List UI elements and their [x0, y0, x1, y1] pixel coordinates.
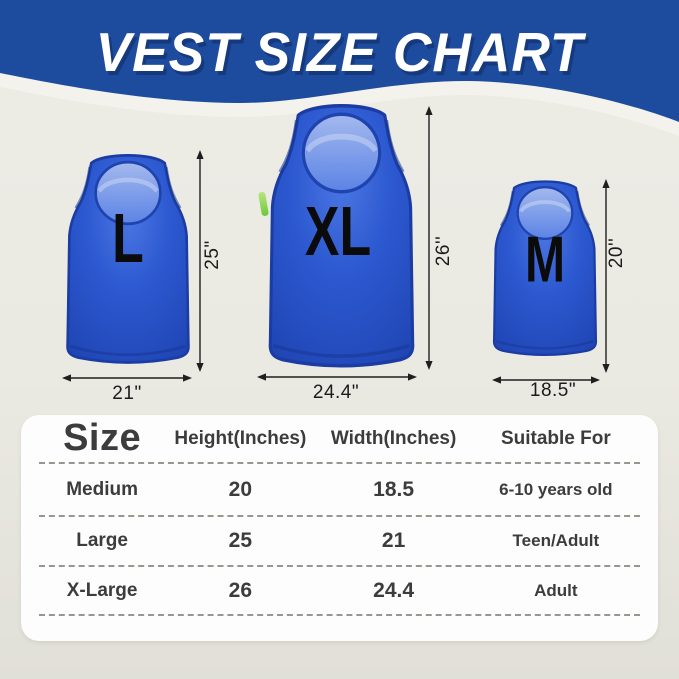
width-label-medium: 18.5"	[529, 380, 577, 401]
cell-size: X-Large	[66, 579, 138, 601]
width-arrow-medium	[492, 376, 600, 384]
cell-suitable-for: Teen/Adult	[512, 531, 600, 550]
height-label-medium: 20''	[606, 237, 627, 269]
column-header-width: Width(Inches)	[330, 427, 457, 449]
cell-suitable-for: 6-10 years old	[499, 479, 613, 499]
width-label-x-large: 24.4"	[312, 382, 360, 403]
cell-size: Large	[76, 530, 128, 551]
table-row-medium: Medium 20 18.5 6-10 years old	[39, 464, 640, 517]
height-label-large: 25"	[202, 240, 223, 270]
cell-height: 25	[228, 529, 252, 552]
width-arrow-x-large	[257, 373, 417, 381]
vest-large-letter: L	[112, 199, 144, 277]
cell-width: 21	[381, 529, 406, 552]
table-header-row: Size Height(Inches) Width(Inches) Suitab…	[39, 415, 640, 464]
height-arrow-medium	[602, 179, 610, 373]
table-row-x-large: X-Large 26 24.4 Adult	[39, 567, 640, 616]
size-table-card: Size Height(Inches) Width(Inches) Suitab…	[21, 415, 658, 641]
header-banner-wave	[0, 0, 679, 136]
column-header-height: Height(Inches)	[174, 427, 307, 449]
width-arrow-large	[62, 374, 192, 382]
cell-width: 24.4	[373, 578, 415, 602]
vest-x-large-letter: XL	[304, 192, 372, 270]
cell-height: 26	[228, 578, 252, 602]
cell-height: 20	[228, 477, 252, 501]
cell-size: Medium	[66, 478, 138, 500]
table-row-large: Large 25 21 Teen/Adult	[39, 517, 640, 567]
cell-suitable-for: Adult	[534, 580, 578, 600]
page-title: VEST SIZE CHART	[95, 21, 584, 83]
vest-medium-letter: M	[524, 222, 566, 296]
column-header-suitable-for: Suitable For	[500, 427, 611, 449]
height-arrow-x-large	[425, 106, 433, 370]
column-header-size: Size	[63, 417, 142, 459]
width-label-large: 21"	[112, 383, 142, 404]
height-label-x-large: 26''	[433, 235, 454, 267]
height-arrow-large	[196, 150, 204, 372]
cell-width: 18.5	[373, 477, 415, 501]
